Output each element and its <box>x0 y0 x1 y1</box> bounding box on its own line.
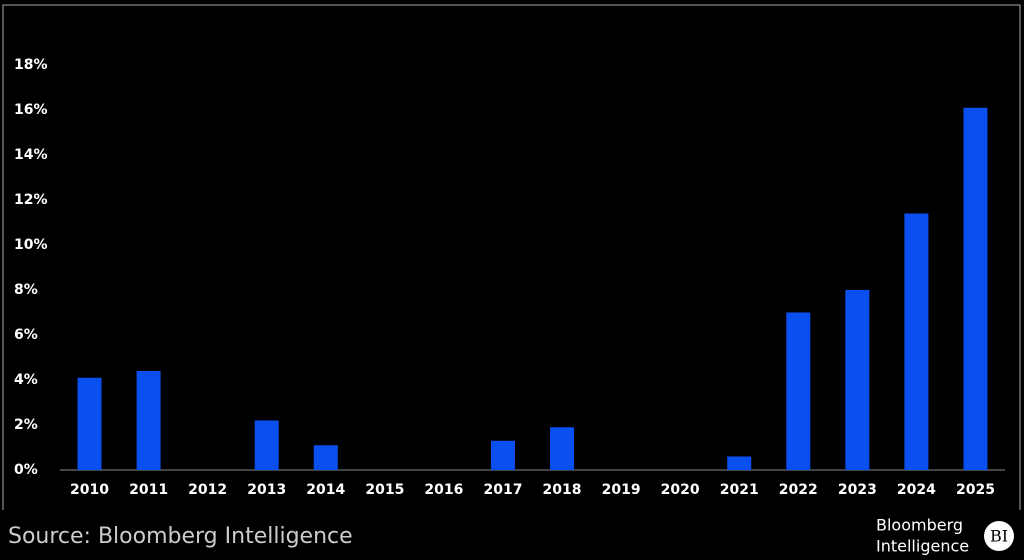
logo-badge <box>984 521 1014 551</box>
x-tick-label: 2020 <box>661 482 700 498</box>
bar <box>786 312 811 470</box>
x-tick-label: 2014 <box>306 482 345 498</box>
bar <box>963 107 988 470</box>
x-tick-label: 2012 <box>188 482 227 498</box>
y-tick-label: 12% <box>14 192 48 208</box>
x-tick-label: 2010 <box>70 482 109 498</box>
bar <box>845 290 870 470</box>
y-tick-label: 16% <box>14 102 48 118</box>
bar <box>77 377 102 470</box>
y-tick-label: 8% <box>14 282 38 298</box>
x-tick-label: 2021 <box>720 482 759 498</box>
x-tick-label: 2024 <box>897 482 936 498</box>
bar <box>313 445 338 470</box>
source-note: Source: Bloomberg Intelligence <box>8 524 353 549</box>
bar <box>254 420 279 470</box>
y-tick-label: 18% <box>14 57 48 73</box>
y-tick-label: 4% <box>14 372 38 388</box>
logo-text: Bloomberg <box>876 516 963 535</box>
bar <box>727 456 752 470</box>
logo-text: Intelligence <box>876 537 969 556</box>
x-tick-label: 2015 <box>365 482 404 498</box>
x-tick-label: 2019 <box>602 482 641 498</box>
x-tick-label: 2025 <box>956 482 995 498</box>
x-tick-label: 2017 <box>483 482 522 498</box>
x-tick-label: 2022 <box>779 482 818 498</box>
y-tick-label: 2% <box>14 417 38 433</box>
y-tick-label: 0% <box>14 462 38 478</box>
bar <box>136 371 161 470</box>
bar <box>550 427 575 470</box>
x-tick-label: 2011 <box>129 482 168 498</box>
logo-badge-text: BI <box>990 527 1008 546</box>
x-tick-label: 2016 <box>424 482 463 498</box>
bar <box>904 213 929 470</box>
bar <box>490 440 515 470</box>
y-tick-label: 6% <box>14 327 38 343</box>
y-tick-label: 10% <box>14 237 48 253</box>
frame <box>2 4 1021 510</box>
x-tick-label: 2013 <box>247 482 286 498</box>
x-tick-label: 2023 <box>838 482 877 498</box>
x-tick-label: 2018 <box>543 482 582 498</box>
y-tick-label: 14% <box>14 147 48 163</box>
